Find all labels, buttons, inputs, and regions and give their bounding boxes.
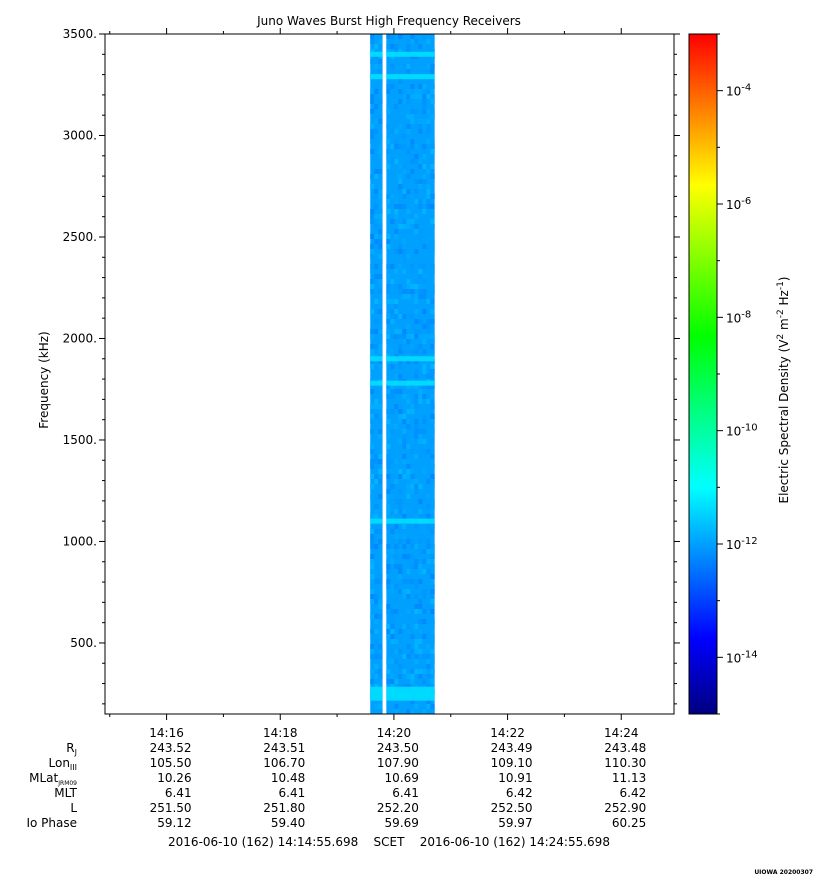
x-tick-label: 14:20 [377, 726, 412, 740]
ephemeris-row-label: RJ [66, 741, 77, 757]
ephemeris-row-label: LonIII [49, 756, 78, 772]
ephemeris-row-label: MLT [54, 786, 77, 800]
plot-frame [104, 33, 675, 715]
colorbar-label: Electric Spectral Density (V2 m-2 Hz-1) [776, 276, 791, 503]
band-2-4 [386, 380, 435, 386]
x-tick-label: 14:18 [263, 726, 298, 740]
ephemeris-value: 107.90 [377, 756, 419, 770]
ephemeris-value: 105.50 [150, 756, 192, 770]
ephemeris-value: 6.42 [620, 786, 647, 800]
ephemeris-value: 243.52 [150, 741, 192, 755]
band-2-3 [386, 356, 435, 362]
ephemeris-value: 10.48 [271, 771, 305, 785]
ephemeris-value: 10.91 [498, 771, 532, 785]
band-1-2 [370, 74, 383, 80]
colorbar [688, 33, 718, 715]
ephemeris-value: 10.69 [385, 771, 419, 785]
x-tick-label: 14:16 [149, 726, 184, 740]
colorbar-tick-label: 10-6 [726, 196, 751, 212]
band-2-1 [386, 51, 435, 57]
ephemeris-row-label: Io Phase [26, 816, 77, 830]
ephemeris-value: 59.40 [271, 816, 305, 830]
footer-stamp: UIOWA 20200307 [754, 869, 813, 876]
ephemeris-value: 11.13 [612, 771, 646, 785]
x-tick-label: 14:24 [604, 726, 639, 740]
y-tick-label: 2500. [63, 230, 97, 244]
band-2-5 [386, 518, 435, 524]
band-1-4 [370, 380, 383, 386]
y-tick-label: 500. [70, 636, 97, 650]
data-block-1-texture [370, 34, 383, 714]
time-range-label: 2016-06-10 (162) 14:14:55.698 SCET 2016-… [168, 835, 610, 849]
ephemeris-value: 243.48 [604, 741, 646, 755]
ephemeris-value: 252.90 [604, 801, 646, 815]
chart-title: Juno Waves Burst High Frequency Receiver… [256, 14, 521, 28]
ephemeris-value: 109.10 [491, 756, 533, 770]
ephemeris-value: 252.50 [491, 801, 533, 815]
band-2-2 [386, 74, 435, 80]
ephemeris-value: 60.25 [612, 816, 646, 830]
band-1-5 [370, 518, 383, 524]
colorbar-tick-label: 10-4 [726, 83, 751, 99]
ephemeris-value: 59.12 [157, 816, 191, 830]
y-tick-label: 3500. [63, 27, 97, 41]
band-1-6 [370, 686, 383, 701]
y-tick-label: 2000. [63, 331, 97, 345]
ephemeris-value: 106.70 [263, 756, 305, 770]
ephemeris-value: 6.41 [279, 786, 306, 800]
y-tick-label: 3000. [63, 128, 97, 142]
ephemeris-value: 59.97 [498, 816, 532, 830]
y-tick-label: 1000. [63, 534, 97, 548]
ephemeris-value: 243.49 [491, 741, 533, 755]
x-tick-label: 14:22 [490, 726, 525, 740]
ephemeris-value: 6.41 [165, 786, 192, 800]
colorbar-tick-label: 10-8 [726, 309, 751, 325]
band-2-6 [386, 686, 435, 701]
ephemeris-value: 243.51 [263, 741, 305, 755]
ephemeris-value: 251.80 [263, 801, 305, 815]
ephemeris-value: 6.42 [506, 786, 533, 800]
colorbar-tick-label: 10-10 [726, 423, 758, 439]
ephemeris-value: 243.50 [377, 741, 419, 755]
ephemeris-value: 59.69 [385, 816, 419, 830]
colorbar-tick-label: 10-12 [726, 536, 758, 552]
ephemeris-value: 110.30 [604, 756, 646, 770]
band-1-3 [370, 356, 383, 362]
colorbar-tick-label: 10-14 [726, 649, 758, 665]
ephemeris-value: 252.20 [377, 801, 419, 815]
ephemeris-row-label: MLatJRM09 [29, 771, 77, 787]
ephemeris-value: 6.41 [392, 786, 419, 800]
ephemeris-value: 251.50 [150, 801, 192, 815]
ephemeris-value: 10.26 [157, 771, 191, 785]
ephemeris-row-label: L [70, 801, 77, 815]
band-1-1 [370, 51, 383, 57]
y-tick-label: 1500. [63, 433, 97, 447]
y-axis-label: Frequency (kHz) [37, 331, 51, 428]
